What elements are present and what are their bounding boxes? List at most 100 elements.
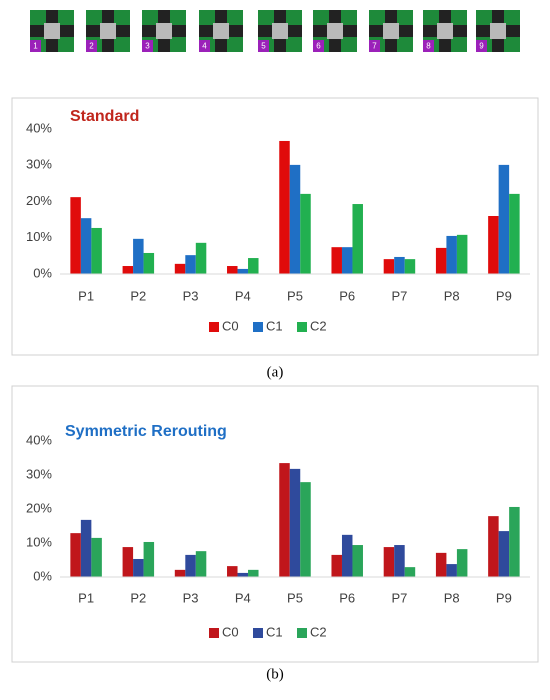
pattern-center [156, 23, 172, 39]
x-tick-label: P8 [444, 288, 460, 303]
legend-label: C1 [266, 624, 283, 639]
legend-label: C1 [266, 318, 283, 333]
x-tick-label: P6 [339, 590, 355, 605]
bar [404, 259, 416, 274]
pattern-label: 8 [426, 42, 431, 51]
bar [509, 506, 520, 577]
x-tick-label: P4 [235, 288, 251, 303]
y-tick-label: 30% [26, 466, 52, 481]
bar [227, 566, 238, 577]
pattern-center [327, 23, 343, 39]
y-tick-label: 40% [26, 432, 52, 447]
bar [227, 266, 238, 274]
bar [133, 558, 144, 577]
bar [70, 197, 81, 274]
y-tick-label: 30% [26, 157, 52, 172]
pattern-label: 9 [479, 42, 484, 51]
legend-swatch [253, 628, 263, 638]
pattern-badge [142, 40, 153, 52]
x-tick-label: P1 [78, 590, 94, 605]
x-tick-label: P9 [496, 590, 512, 605]
bar [352, 204, 363, 274]
y-tick-label: 20% [26, 193, 52, 208]
bar [331, 554, 342, 577]
bar [404, 567, 416, 577]
pattern-label: 1 [33, 42, 38, 51]
bar [279, 140, 290, 274]
legend-swatch [209, 628, 219, 638]
bar [300, 482, 311, 577]
pattern-label: 4 [202, 42, 207, 51]
bar [300, 193, 311, 274]
pattern-label: 2 [89, 42, 94, 51]
chart-title: Standard [70, 108, 139, 125]
pattern-label: 7 [372, 42, 377, 51]
x-tick-label: P7 [391, 590, 407, 605]
bar [498, 531, 510, 577]
bar [248, 258, 259, 274]
legend-swatch [209, 322, 219, 332]
bar [509, 193, 520, 274]
pattern-badge [86, 40, 97, 52]
pattern-label: 3 [145, 42, 150, 51]
bar [195, 551, 207, 577]
chart-frame [11, 97, 539, 356]
pattern-badge [369, 40, 380, 52]
bar [122, 547, 134, 577]
caption: (a) [267, 364, 284, 380]
legend-label: C0 [222, 624, 239, 639]
bar [185, 554, 196, 577]
pattern-center [213, 23, 229, 39]
pattern-center [437, 23, 453, 39]
bar [446, 235, 457, 274]
y-tick-label: 10% [26, 534, 52, 549]
bar [383, 259, 395, 274]
bar [80, 519, 92, 577]
pattern-center [490, 23, 506, 39]
x-tick-label: P2 [130, 590, 146, 605]
pattern-badge [258, 40, 269, 52]
x-tick-label: P2 [130, 288, 146, 303]
bar [237, 572, 249, 577]
bar [446, 564, 457, 577]
y-tick-label: 40% [26, 120, 52, 135]
pattern-badge [476, 40, 487, 52]
legend-label: C2 [310, 318, 327, 333]
bar [279, 463, 290, 577]
bar [394, 256, 405, 274]
chart-frame [11, 385, 539, 663]
bar [143, 252, 155, 274]
y-tick-label: 0% [33, 568, 52, 583]
bar [488, 516, 499, 577]
bar [456, 549, 468, 577]
legend-label: C2 [310, 624, 327, 639]
pattern-center [100, 23, 116, 39]
bar [435, 247, 447, 274]
x-tick-label: P8 [444, 590, 460, 605]
bar [341, 247, 353, 274]
pattern-badge [423, 40, 434, 52]
pattern-badge [30, 40, 41, 52]
pattern-label: 5 [261, 42, 266, 51]
bar [185, 255, 196, 274]
bar [456, 234, 468, 274]
x-tick-label: P3 [183, 288, 199, 303]
bar [133, 238, 144, 274]
pattern-center [383, 23, 399, 39]
y-tick-label: 10% [26, 229, 52, 244]
bar [237, 268, 249, 274]
bar [341, 534, 353, 577]
x-tick-label: P6 [339, 288, 355, 303]
bar [195, 242, 207, 274]
legend-swatch [297, 628, 307, 638]
bar [435, 552, 447, 577]
x-tick-label: P4 [235, 590, 251, 605]
bar [174, 569, 186, 577]
pattern-center [44, 23, 60, 39]
bar [91, 227, 102, 274]
bar [70, 533, 81, 577]
caption: (b) [266, 666, 284, 682]
pattern-center [272, 23, 288, 39]
x-tick-label: P1 [78, 288, 94, 303]
